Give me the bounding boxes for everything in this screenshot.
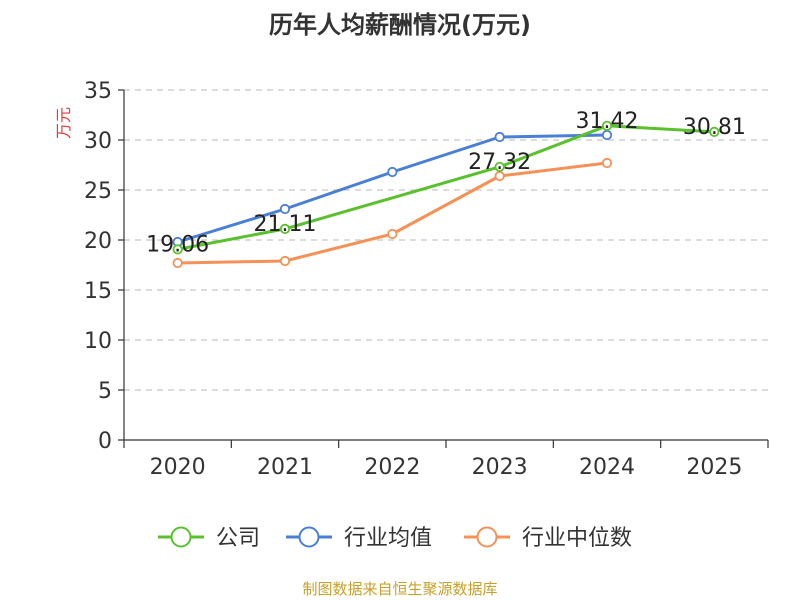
series-1 xyxy=(172,129,613,248)
data-point-0-2023[interactable] xyxy=(494,161,505,172)
legend-item-2[interactable]: 行业中位数 xyxy=(464,526,632,551)
data-label-2021: 21.11 xyxy=(254,212,317,237)
data-point-1-2022[interactable] xyxy=(387,166,398,178)
legend-label-0: 公司 xyxy=(216,526,260,551)
grid-lines xyxy=(124,89,768,391)
y-tick-label-20: 20 xyxy=(84,229,112,254)
x-tick-label-2025: 2025 xyxy=(686,455,742,480)
data-point-2-2022[interactable] xyxy=(387,228,398,240)
y-axis-label: 万元 xyxy=(54,107,73,139)
x-tick-label-2020: 2020 xyxy=(150,455,206,480)
x-tick-label-2021: 2021 xyxy=(257,455,313,480)
series-0 xyxy=(172,120,720,255)
legend-item-1[interactable]: 行业均值 xyxy=(286,526,432,551)
series-2 xyxy=(172,157,613,269)
y-tick-label-15: 15 xyxy=(84,279,112,304)
data-point-0-2021[interactable] xyxy=(279,223,291,234)
data-point-0-2020[interactable] xyxy=(172,244,183,255)
x-tick-label-2023: 2023 xyxy=(472,455,528,480)
data-point-0-2025[interactable] xyxy=(709,126,720,137)
legend-marker-1 xyxy=(298,526,320,548)
legend-marker-0 xyxy=(170,526,192,548)
y-tick-label-30: 30 xyxy=(84,129,112,154)
legend-item-0[interactable]: 公司 xyxy=(158,526,260,551)
y-tick-label-10: 10 xyxy=(84,329,112,354)
data-label-2023: 27.32 xyxy=(468,150,531,175)
legend-marker-2 xyxy=(476,526,498,548)
data-point-2-2024[interactable] xyxy=(601,157,613,169)
data-labels: 19.06 21.11 27.32 31.42 30.81 xyxy=(146,109,746,258)
data-label-2025: 30.81 xyxy=(683,115,746,140)
series-line-2 xyxy=(176,161,609,265)
data-point-0-2024[interactable] xyxy=(601,120,613,131)
y-tick-label-0: 0 xyxy=(98,429,112,454)
x-tick-label-2024: 2024 xyxy=(579,455,635,480)
data-point-2-2021[interactable] xyxy=(279,255,291,267)
data-point-2-2020[interactable] xyxy=(172,257,183,269)
y-tick-label-5: 5 xyxy=(98,379,112,404)
y-tick-label-25: 25 xyxy=(84,179,112,204)
data-point-1-2021[interactable] xyxy=(279,203,291,215)
y-tick-label-35: 35 xyxy=(84,79,112,104)
legend[interactable]: 公司 行业均值 行业中位数 xyxy=(158,526,632,551)
series-lines xyxy=(172,120,720,269)
legend-label-1: 行业均值 xyxy=(344,526,432,551)
data-label-2020: 19.06 xyxy=(146,232,209,257)
data-point-1-2023[interactable] xyxy=(494,131,505,143)
legend-label-2: 行业中位数 xyxy=(522,526,632,551)
source-note: 制图数据来自恒生聚源数据库 xyxy=(302,580,497,598)
x-tick-label-2022: 2022 xyxy=(364,455,420,480)
data-label-2024: 31.42 xyxy=(576,109,639,134)
chart-title: 历年人均薪酬情况(万元) xyxy=(269,11,531,39)
